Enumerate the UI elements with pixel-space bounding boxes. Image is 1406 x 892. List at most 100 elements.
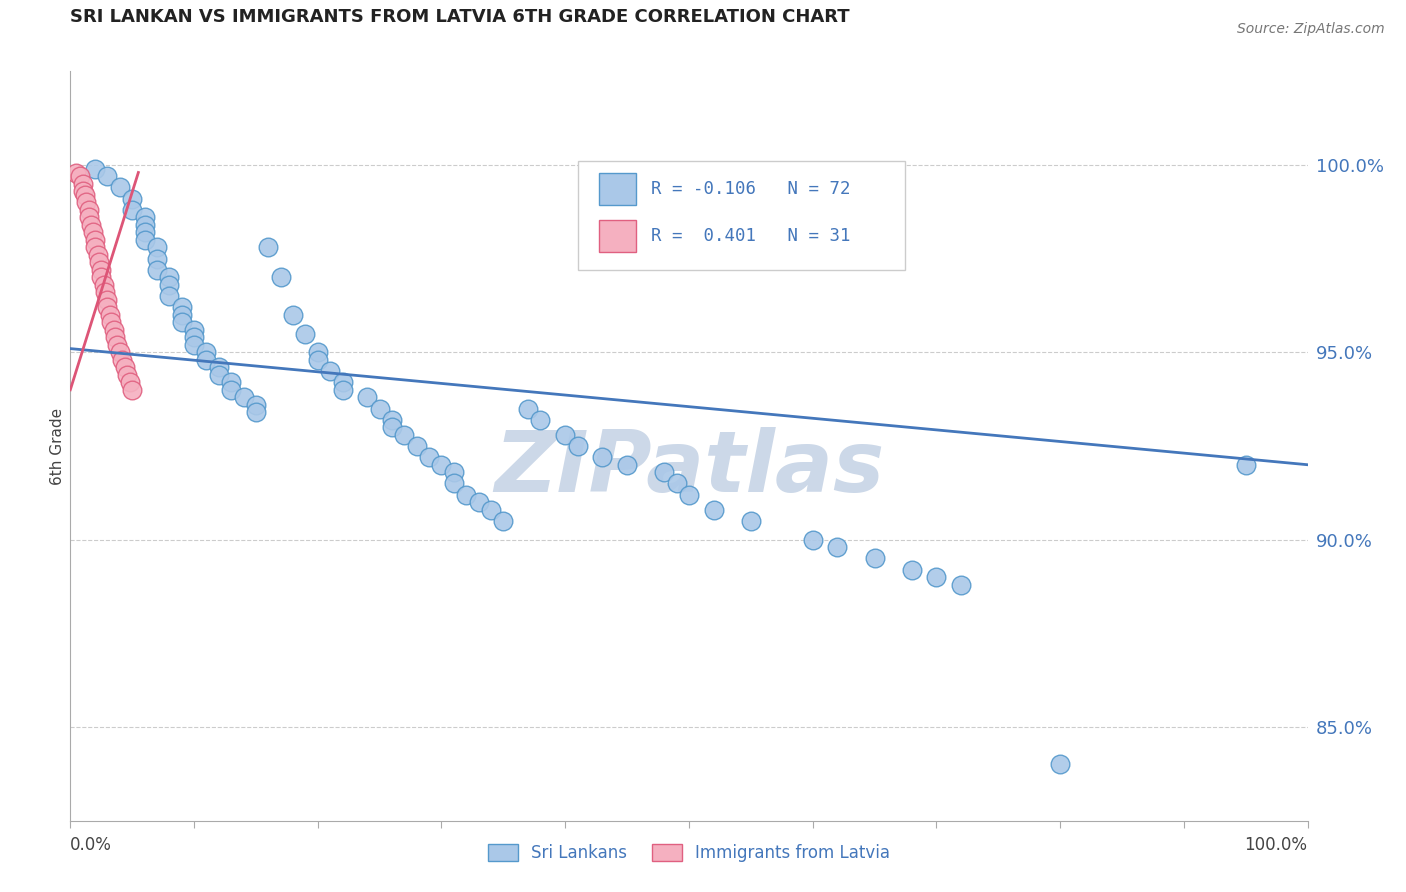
Point <box>245 398 267 412</box>
Point <box>332 383 354 397</box>
Point <box>96 169 118 184</box>
Legend: Sri Lankans, Immigrants from Latvia: Sri Lankans, Immigrants from Latvia <box>481 837 897 869</box>
Text: SRI LANKAN VS IMMIGRANTS FROM LATVIA 6TH GRADE CORRELATION CHART: SRI LANKAN VS IMMIGRANTS FROM LATVIA 6TH… <box>70 8 849 27</box>
Point <box>232 390 254 404</box>
Point <box>183 330 205 344</box>
Point <box>665 476 688 491</box>
Point <box>114 360 136 375</box>
Point <box>381 413 404 427</box>
Point <box>94 285 117 300</box>
Point <box>157 289 180 303</box>
Point <box>146 252 169 266</box>
Point <box>368 401 391 416</box>
Point <box>925 570 948 584</box>
Text: R =  0.401   N = 31: R = 0.401 N = 31 <box>651 227 851 245</box>
Point <box>65 165 87 179</box>
Point <box>90 263 112 277</box>
Point <box>591 450 613 465</box>
Point <box>827 540 849 554</box>
Point <box>270 270 292 285</box>
Point <box>82 226 104 240</box>
Point <box>294 326 316 341</box>
Point <box>146 263 169 277</box>
Point <box>80 218 103 232</box>
Text: 0.0%: 0.0% <box>70 836 112 854</box>
Point <box>1049 757 1071 772</box>
Point <box>87 255 110 269</box>
Point <box>307 352 329 367</box>
Point <box>100 315 122 329</box>
Point <box>77 211 100 225</box>
Point <box>319 364 342 378</box>
Point <box>281 308 304 322</box>
Point <box>75 195 97 210</box>
Point <box>84 161 107 176</box>
Point <box>405 439 427 453</box>
Text: Source: ZipAtlas.com: Source: ZipAtlas.com <box>1237 22 1385 37</box>
Point <box>170 301 193 315</box>
Point <box>103 323 125 337</box>
Text: ZIPatlas: ZIPatlas <box>494 427 884 510</box>
Point <box>208 368 231 382</box>
Point <box>96 293 118 307</box>
Point <box>443 465 465 479</box>
Point <box>652 465 675 479</box>
Point <box>443 476 465 491</box>
Point <box>121 202 143 217</box>
Point <box>69 169 91 184</box>
Point <box>134 218 156 232</box>
Point <box>492 514 515 528</box>
Point <box>146 240 169 254</box>
Point <box>98 308 121 322</box>
Point <box>616 458 638 472</box>
Point <box>517 401 540 416</box>
Point <box>381 420 404 434</box>
Point <box>219 383 242 397</box>
Point <box>75 188 97 202</box>
Point <box>567 439 589 453</box>
Point <box>257 240 280 254</box>
FancyBboxPatch shape <box>599 173 636 205</box>
Point <box>801 533 824 547</box>
Point <box>90 270 112 285</box>
Point <box>77 202 100 217</box>
Point <box>554 427 576 442</box>
FancyBboxPatch shape <box>578 161 905 270</box>
Point <box>170 308 193 322</box>
Point <box>121 383 143 397</box>
Point <box>183 323 205 337</box>
Point <box>93 277 115 292</box>
Point <box>678 488 700 502</box>
Point <box>195 352 218 367</box>
Y-axis label: 6th Grade: 6th Grade <box>49 408 65 484</box>
Point <box>900 563 922 577</box>
Point <box>121 192 143 206</box>
Point <box>84 240 107 254</box>
Point <box>863 551 886 566</box>
Point <box>134 211 156 225</box>
Point <box>208 360 231 375</box>
Point <box>84 233 107 247</box>
FancyBboxPatch shape <box>599 220 636 252</box>
Point <box>108 345 131 359</box>
Point <box>219 376 242 390</box>
Point <box>105 338 128 352</box>
Point <box>111 352 134 367</box>
Point <box>134 233 156 247</box>
Point <box>104 330 127 344</box>
Point <box>157 277 180 292</box>
Point <box>195 345 218 359</box>
Point <box>529 413 551 427</box>
Point <box>307 345 329 359</box>
Point <box>356 390 378 404</box>
Point <box>183 338 205 352</box>
Point <box>430 458 453 472</box>
Point <box>115 368 138 382</box>
Point <box>134 226 156 240</box>
Point <box>118 376 141 390</box>
Point <box>96 301 118 315</box>
Point <box>170 315 193 329</box>
Point <box>108 180 131 194</box>
Point <box>467 495 489 509</box>
Point <box>456 488 478 502</box>
